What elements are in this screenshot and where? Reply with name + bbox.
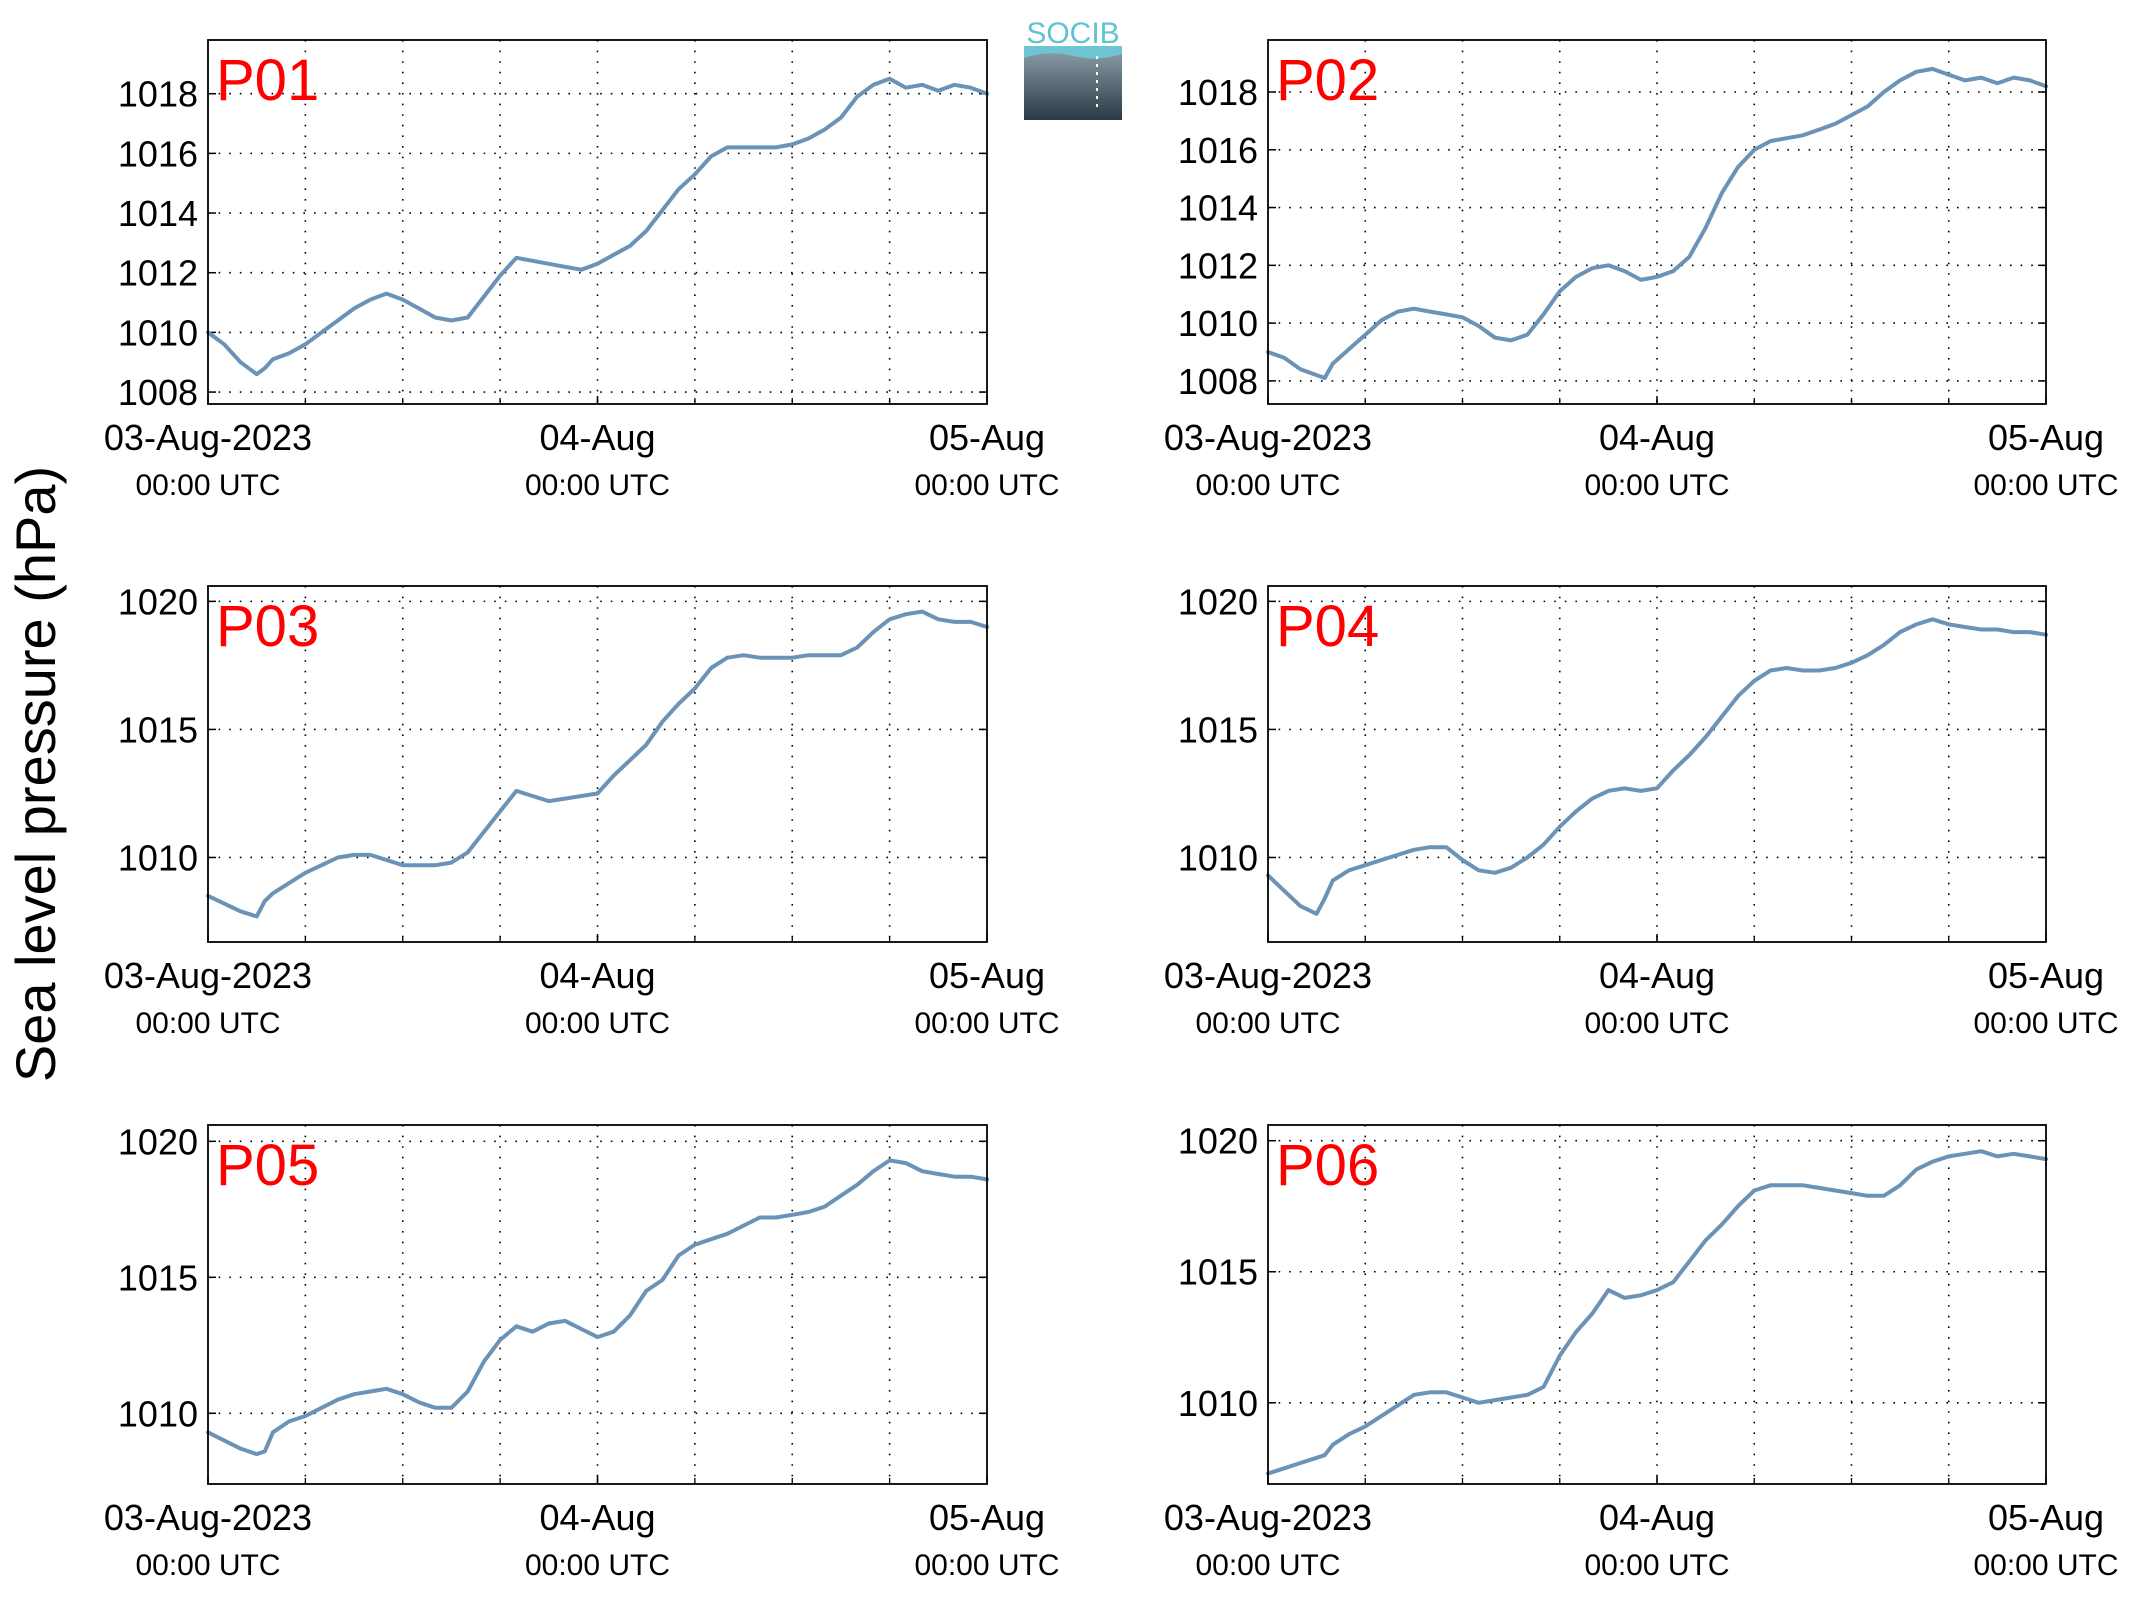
x-tick-time-label: 00:00 UTC [135,1007,280,1040]
y-tick-label: 1012 [118,253,198,294]
panel-p04: 1010 1015 1020 03-Aug-2023 00:00 UTC 04-Aug 00… [1164,581,2119,1040]
panel-label: P02 [1276,48,1379,113]
panel-p05: 1010 1015 1020 03-Aug-2023 00:00 UTC 04-Aug 00… [104,1121,1060,1582]
axes-frame [207,39,988,405]
y-tick-label: 1014 [1178,188,1258,229]
x-tick-time-label: 00:00 UTC [525,469,670,502]
axes-frame [1267,1124,2047,1485]
x-tick-date-label: 05-Aug [1988,417,2104,458]
x-tick-time-label: 00:00 UTC [1973,1549,2118,1582]
x-tick-date-label: 04-Aug [539,417,655,458]
series-line-p01 [206,76,989,377]
x-tick-time-label: 00:00 UTC [914,1549,1059,1582]
y-tick-label: 1015 [1178,709,1258,750]
x-tick-date-label: 03-Aug-2023 [104,1497,312,1538]
x-tick-date-label: 04-Aug [1599,955,1715,996]
y-tick-label: 1018 [1178,72,1258,113]
panel-label: P03 [216,594,319,659]
panel-label: P01 [216,48,319,113]
x-tick-date-label: 03-Aug-2023 [104,955,312,996]
axes-frame [207,585,988,943]
panel-p01: 1008 1010 1012 1014 1016 1018 03-Aug-2023 00:00… [104,39,1060,502]
x-tick-date-label: 03-Aug-2023 [1164,955,1372,996]
x-tick-time-label: 00:00 UTC [135,469,280,502]
logo-gradient-block [1024,46,1122,120]
y-tick-label: 1020 [118,581,198,622]
x-tick-time-label: 00:00 UTC [1584,469,1729,502]
x-tick-time-label: 00:00 UTC [135,1549,280,1582]
series-line-p05 [206,1158,989,1457]
y-tick-label: 1020 [118,1121,198,1162]
x-tick-time-label: 00:00 UTC [914,1007,1059,1040]
y-tick-label: 1010 [1178,303,1258,344]
x-tick-time-label: 00:00 UTC [525,1549,670,1582]
panel-label: P06 [1276,1133,1379,1198]
x-tick-date-label: 05-Aug [1988,955,2104,996]
y-tick-label: 1010 [118,312,198,353]
y-tick-label: 1020 [1178,1121,1258,1162]
x-tick-date-label: 04-Aug [539,1497,655,1538]
y-tick-label: 1016 [1178,130,1258,171]
panel-label: P04 [1276,594,1379,659]
logo-text: SOCIB [1026,17,1119,50]
x-tick-time-label: 00:00 UTC [1584,1549,1729,1582]
series-line-p04 [1266,617,2048,916]
x-tick-date-label: 05-Aug [929,1497,1045,1538]
x-tick-date-label: 05-Aug [1988,1497,2104,1538]
x-tick-date-label: 03-Aug-2023 [1164,1497,1372,1538]
axes-frame [1267,39,2047,405]
panels: 1008 1010 1012 1014 1016 1018 03-Aug-2023 00:00… [104,39,2119,1582]
x-tick-date-label: 04-Aug [1599,1497,1715,1538]
axes-frame [1267,585,2047,943]
series-line-p03 [206,609,989,919]
socib-logo: SOCIB [1024,17,1122,120]
x-tick-time-label: 00:00 UTC [914,469,1059,502]
y-tick-label: 1010 [118,837,198,878]
x-tick-time-label: 00:00 UTC [1195,1549,1340,1582]
y-tick-label: 1015 [118,1257,198,1298]
y-axis-label: Sea level pressure (hPa) [4,466,67,1082]
x-tick-date-label: 03-Aug-2023 [104,417,312,458]
x-tick-time-label: 00:00 UTC [1195,1007,1340,1040]
y-tick-label: 1015 [118,709,198,750]
x-tick-date-label: 05-Aug [929,417,1045,458]
panel-p03: 1010 1015 1020 03-Aug-2023 00:00 UTC 04-Aug 00… [104,581,1060,1040]
axes-frame [207,1124,988,1485]
x-tick-date-label: 05-Aug [929,955,1045,996]
y-tick-label: 1008 [118,372,198,413]
x-tick-date-label: 03-Aug-2023 [1164,417,1372,458]
y-tick-label: 1010 [1178,1383,1258,1424]
panel-p06: 1010 1015 1020 03-Aug-2023 00:00 UTC 04-Aug 00… [1164,1121,2119,1582]
x-tick-time-label: 00:00 UTC [1973,469,2118,502]
logo-wave [1024,46,1122,59]
y-tick-label: 1020 [1178,581,1258,622]
y-tick-label: 1014 [118,193,198,234]
y-tick-label: 1016 [118,133,198,174]
y-tick-label: 1010 [118,1393,198,1434]
series-line-p06 [1266,1149,2048,1476]
x-tick-time-label: 00:00 UTC [1195,469,1340,502]
x-tick-time-label: 00:00 UTC [525,1007,670,1040]
x-tick-time-label: 00:00 UTC [1584,1007,1729,1040]
panel-label: P05 [216,1133,319,1198]
y-tick-label: 1015 [1178,1252,1258,1293]
x-tick-date-label: 04-Aug [1599,417,1715,458]
series-line-p02 [1266,66,2048,380]
x-tick-date-label: 04-Aug [539,955,655,996]
x-tick-time-label: 00:00 UTC [1973,1007,2118,1040]
y-tick-label: 1012 [1178,245,1258,286]
y-tick-label: 1008 [1178,361,1258,402]
panel-p02: 1008 1010 1012 1014 1016 1018 03-Aug-2023 00:00… [1164,39,2119,502]
y-tick-label: 1018 [118,74,198,115]
y-tick-label: 1010 [1178,837,1258,878]
